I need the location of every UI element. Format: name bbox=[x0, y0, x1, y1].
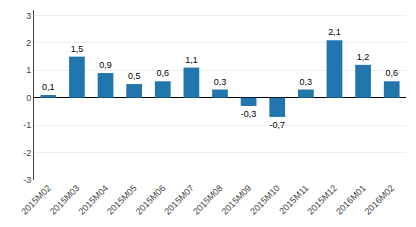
svg-text:-3: -3 bbox=[23, 175, 31, 185]
svg-text:3: 3 bbox=[26, 11, 31, 21]
svg-text:-1: -1 bbox=[23, 120, 31, 130]
svg-text:0,3: 0,3 bbox=[214, 77, 227, 87]
svg-text:-0,7: -0,7 bbox=[269, 120, 285, 130]
svg-text:1,2: 1,2 bbox=[357, 52, 370, 62]
svg-text:2015M04: 2015M04 bbox=[77, 183, 111, 217]
svg-text:0,1: 0,1 bbox=[42, 82, 55, 92]
svg-text:2015M11: 2015M11 bbox=[277, 183, 310, 216]
svg-text:1,1: 1,1 bbox=[185, 55, 198, 65]
svg-text:2016M02: 2016M02 bbox=[363, 183, 397, 217]
svg-text:2015M09: 2015M09 bbox=[220, 183, 254, 217]
svg-text:0,5: 0,5 bbox=[128, 71, 141, 81]
svg-text:0,6: 0,6 bbox=[157, 68, 170, 78]
svg-text:0,3: 0,3 bbox=[300, 77, 313, 87]
svg-text:0,6: 0,6 bbox=[385, 68, 398, 78]
svg-text:2015M07: 2015M07 bbox=[162, 183, 196, 217]
svg-text:2016M01: 2016M01 bbox=[334, 183, 368, 217]
svg-text:2015M12: 2015M12 bbox=[305, 183, 339, 217]
svg-text:2015M06: 2015M06 bbox=[134, 183, 168, 217]
svg-text:-2: -2 bbox=[23, 148, 31, 158]
svg-text:1,5: 1,5 bbox=[71, 44, 84, 54]
svg-text:2015M05: 2015M05 bbox=[105, 183, 139, 217]
svg-text:2015M03: 2015M03 bbox=[48, 183, 82, 217]
svg-text:2015M02: 2015M02 bbox=[19, 183, 53, 217]
svg-text:0: 0 bbox=[26, 93, 31, 103]
svg-text:2,1: 2,1 bbox=[328, 27, 341, 37]
svg-text:0,9: 0,9 bbox=[99, 60, 112, 70]
svg-text:2: 2 bbox=[26, 38, 31, 48]
svg-text:2015M10: 2015M10 bbox=[248, 183, 282, 217]
svg-text:1: 1 bbox=[26, 65, 31, 75]
svg-text:-0,3: -0,3 bbox=[241, 109, 257, 119]
svg-text:2015M08: 2015M08 bbox=[191, 183, 225, 217]
